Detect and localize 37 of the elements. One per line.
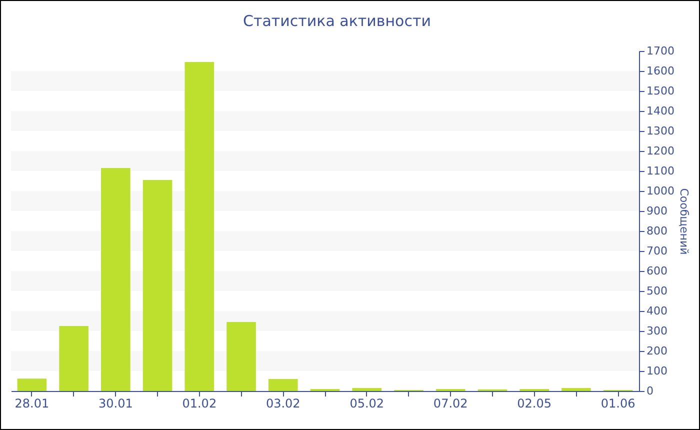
y-tick-label: 700	[646, 244, 668, 258]
x-tick-label: 01.02	[182, 396, 217, 410]
x-tick-label: 05.02	[350, 396, 384, 410]
bar	[59, 326, 88, 391]
y-tick-label: 1100	[646, 164, 674, 178]
bar	[184, 62, 214, 391]
bar	[352, 388, 382, 391]
y-axis-title: Сообщений	[677, 188, 690, 255]
x-tick-label: 30.01	[98, 396, 133, 410]
chart-title: Статистика активности	[243, 12, 431, 30]
y-tick-label: 200	[646, 344, 668, 358]
y-tick-label: 900	[646, 204, 668, 218]
y-tick-label: 600	[646, 264, 668, 278]
y-tick-label: 1600	[646, 64, 674, 78]
y-tick-label: 800	[646, 224, 668, 238]
y-tick-label: 500	[646, 284, 668, 298]
y-tick-label: 1200	[646, 144, 674, 158]
x-tick-label: 28.01	[14, 396, 50, 410]
bar	[562, 388, 591, 391]
y-tick-label: 1400	[646, 104, 674, 118]
bar	[226, 322, 256, 391]
y-tick-label: 1700	[646, 44, 674, 58]
y-tick-label: 400	[646, 304, 668, 318]
x-tick-label: 03.02	[266, 396, 300, 410]
x-tick-label: 07.02	[433, 396, 468, 410]
bar	[142, 180, 172, 391]
y-tick-label: 1300	[646, 124, 674, 138]
y-tick-label: 300	[646, 324, 668, 338]
y-tick-label: 100	[646, 364, 668, 378]
bar	[17, 378, 47, 391]
y-tick-label: 0	[646, 384, 654, 398]
bar	[268, 379, 298, 391]
x-tick-label: 01.06	[600, 396, 636, 410]
y-tick-label: 1000	[646, 184, 674, 198]
bar	[101, 168, 130, 391]
x-tick-label: 02.05	[517, 396, 552, 410]
y-tick-label: 1500	[646, 84, 674, 98]
